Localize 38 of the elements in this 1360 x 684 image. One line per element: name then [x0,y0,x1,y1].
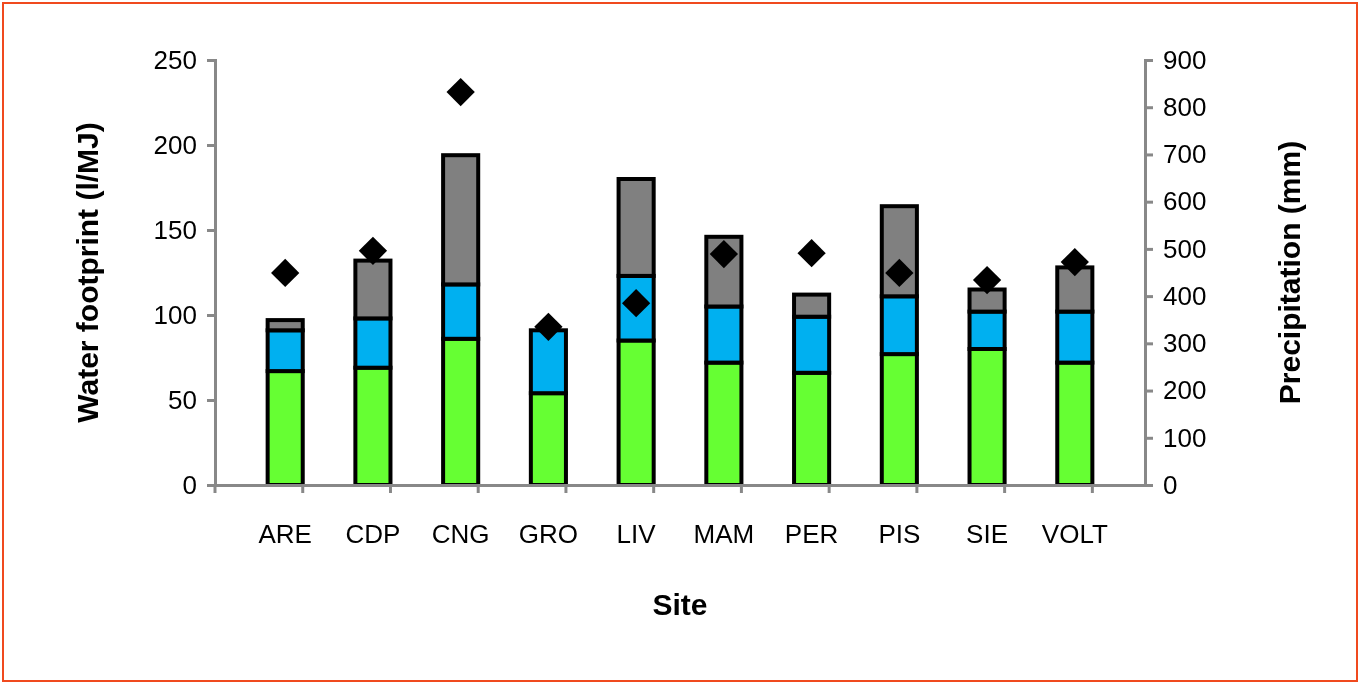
point [885,258,914,288]
point [534,312,563,341]
y-tick-label: 250 [153,44,197,75]
point [1060,247,1089,277]
x-tick-label: SIE [966,519,1009,550]
y2-tick-label: 700 [1163,139,1207,170]
point [358,236,388,265]
x-tick-label: PER [784,519,839,550]
y2-tick-label: 600 [1163,186,1207,217]
y2-tick-label: 100 [1163,422,1207,453]
y2-tick-label: 500 [1163,233,1207,264]
y-tick-label: 150 [153,214,197,245]
point [972,265,1002,295]
y-tick-label: 50 [168,384,197,415]
y-tick-label: 100 [153,299,197,330]
y-tick-label: 0 [182,469,197,500]
x-tick-label: GRO [518,519,579,550]
point [709,239,739,269]
y2-tick-label: 900 [1163,44,1207,75]
x-tick-label: CNG [431,519,490,550]
point [797,239,826,268]
x-tick-label: CDP [345,519,401,550]
y2-tick-label: 0 [1163,469,1178,500]
y2-tick-label: 400 [1163,280,1207,311]
x-tick-label: ARE [258,519,312,550]
y2-axis-title: Precipitation (mm) [1273,140,1306,405]
point [446,77,475,107]
y-tick-label: 200 [153,129,197,160]
x-tick-label: PIS [878,519,921,550]
y2-tick-label: 800 [1163,92,1207,123]
x-tick-label: VOLT [1041,519,1108,550]
x-tick-label: MAM [693,519,755,550]
x-axis-title: Site [652,588,708,621]
y2-tick-label: 200 [1163,375,1207,406]
point [271,258,300,288]
y-axis-title: Water footprint (l/MJ) [71,122,104,423]
y2-tick-label: 300 [1163,328,1207,359]
x-tick-label: LIV [616,519,657,550]
